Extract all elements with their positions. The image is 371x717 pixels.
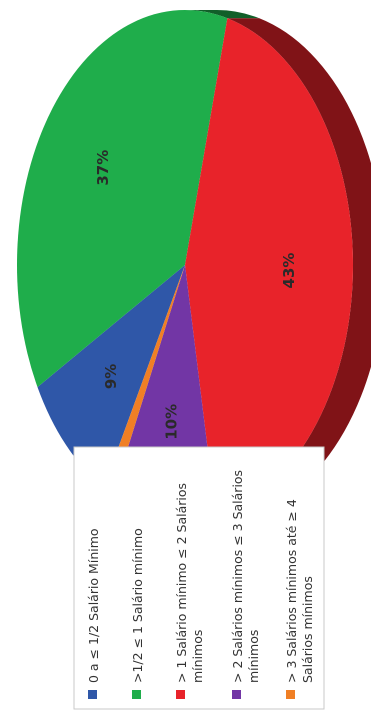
pie-slice-0 xyxy=(37,265,185,489)
slice-label-1: 37% xyxy=(94,150,112,186)
legend-label-4: > 3 Salários mínimos até ≥ 4Salários mín… xyxy=(284,499,315,683)
legend-swatch-3 xyxy=(232,690,241,699)
legend-label-0: 0 a ≤ 1/2 Salário Mínimo xyxy=(86,528,101,683)
legend-swatch-1 xyxy=(132,690,141,699)
legend-swatch-0 xyxy=(88,690,97,699)
slice-label-3: 10% xyxy=(163,404,181,440)
pie-side-2 xyxy=(215,18,371,516)
legend-label-3: > 2 Salários mínimos ≤ 3 Saláriosmínimos xyxy=(230,470,261,683)
pie-slices xyxy=(17,10,353,520)
pie-side-1 xyxy=(185,10,260,19)
slice-label-0: 9% xyxy=(102,364,120,389)
pie-slice-4 xyxy=(103,265,185,496)
pie-slice-1 xyxy=(17,10,228,388)
legend-swatch-4 xyxy=(286,690,295,699)
pie-slice-2 xyxy=(185,18,353,516)
legend-box xyxy=(73,446,325,710)
legend-label-1: >1/2 ≤ 1 Salário mínimo xyxy=(130,528,145,683)
slice-label-2: 43% xyxy=(280,253,298,289)
legend-swatch-2 xyxy=(176,690,185,699)
legend-label-2: > 1 Salário mínimo ≤ 2 Saláriosmínimos xyxy=(174,483,205,683)
legend: 0 a ≤ 1/2 Salário Mínimo >1/2 ≤ 1 Salário… xyxy=(73,446,325,710)
